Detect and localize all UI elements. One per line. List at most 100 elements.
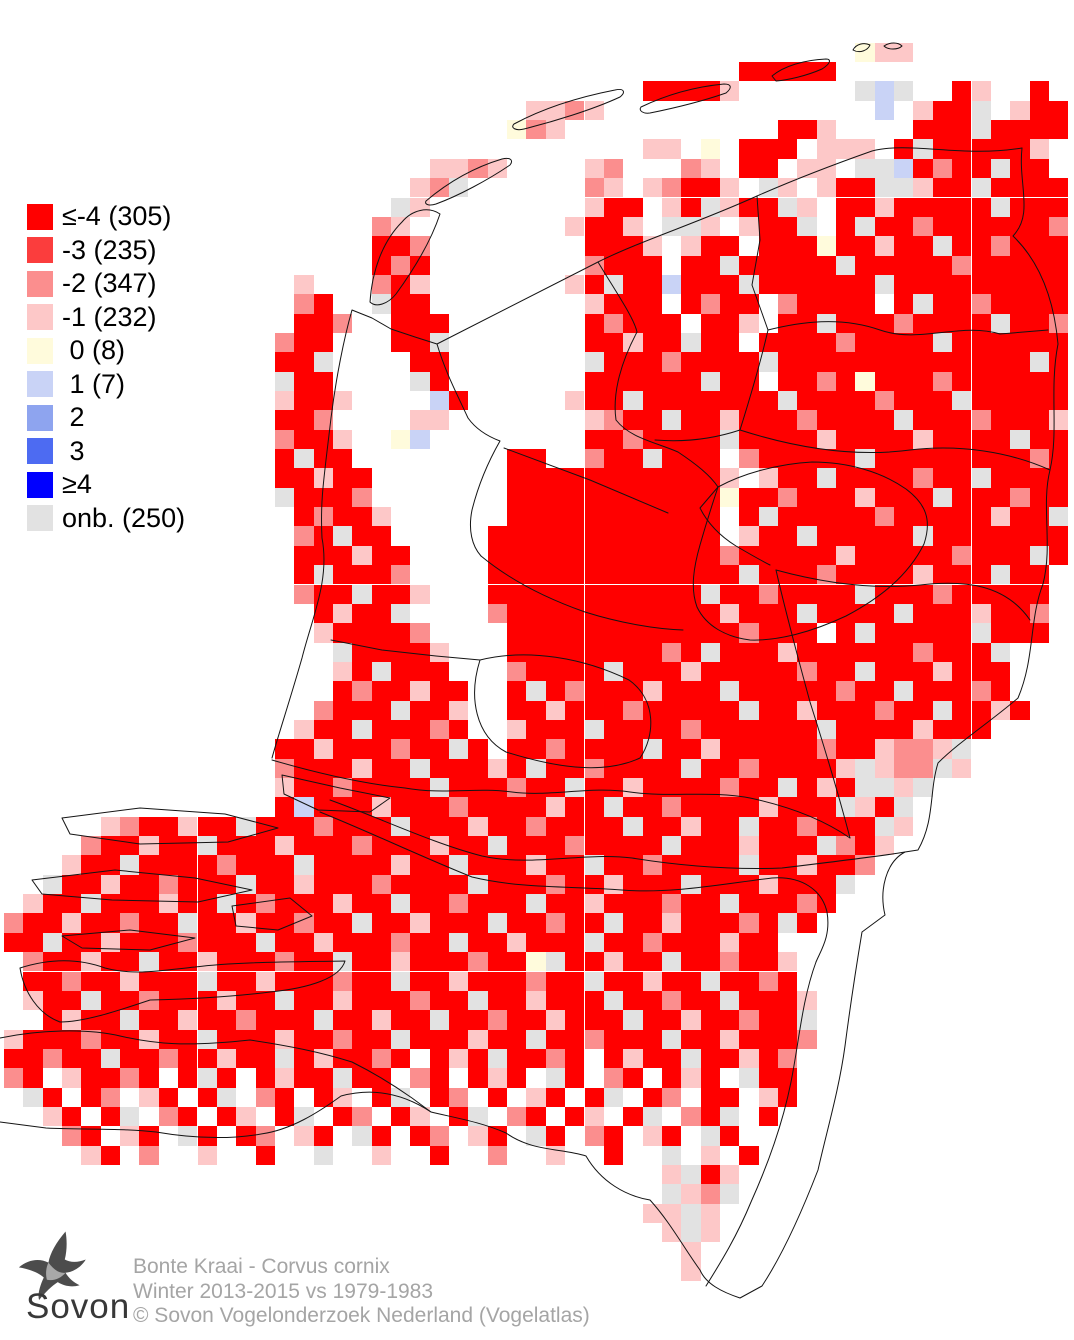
- grid-cell: [507, 545, 527, 566]
- grid-cell: [642, 1203, 662, 1224]
- grid-cell: [1029, 255, 1049, 275]
- grid-cell: [642, 1048, 662, 1069]
- grid-cell: [642, 274, 662, 295]
- grid-cell: [739, 874, 759, 895]
- grid-cell: [778, 758, 798, 778]
- grid-cell: [274, 932, 295, 953]
- grid-cell: [661, 429, 682, 450]
- grid-cell: [797, 584, 817, 604]
- grid-cell: [410, 913, 430, 933]
- grid-cell: [526, 1126, 546, 1146]
- grid-cell: [661, 410, 682, 430]
- grid-cell: [1029, 623, 1049, 643]
- grid-cell: [623, 700, 643, 720]
- grid-cell: [990, 294, 1011, 314]
- grid-cell: [836, 719, 856, 740]
- grid-cell: [1048, 197, 1069, 217]
- grid-cell: [332, 468, 353, 488]
- grid-cell: [507, 932, 527, 953]
- grid-cell: [778, 449, 798, 469]
- grid-cell: [526, 507, 546, 527]
- grid-cell: [797, 545, 817, 566]
- grid-cell: [700, 236, 720, 256]
- grid-cell: [584, 874, 604, 895]
- grid-cell: [1048, 352, 1069, 372]
- grid-cell: [584, 661, 604, 682]
- grid-cell: [894, 332, 914, 353]
- grid-cell: [565, 391, 585, 411]
- legend-label: -1 (232): [62, 301, 157, 332]
- grid-cell: [971, 120, 991, 140]
- grid-cell: [874, 391, 895, 411]
- legend-label: 0 (8): [62, 335, 126, 366]
- grid-cell: [507, 623, 527, 643]
- grid-cell: [661, 739, 682, 759]
- grid-cell: [487, 545, 508, 566]
- grid-cell: [700, 487, 720, 508]
- grid-cell: [700, 197, 720, 217]
- grid-cell: [603, 255, 624, 275]
- grid-cell: [487, 584, 508, 604]
- grid-cell: [449, 836, 469, 856]
- grid-cell: [603, 1029, 624, 1049]
- grid-cell: [816, 816, 837, 837]
- grid-cell: [332, 1106, 353, 1127]
- grid-cell: [971, 352, 991, 372]
- grid-cell: [739, 62, 759, 82]
- grid-cell: [391, 797, 411, 817]
- grid-cell: [178, 816, 198, 837]
- grid-cell: [661, 913, 682, 933]
- grid-cell: [584, 158, 604, 179]
- grid-cell: [797, 990, 817, 1011]
- grid-cell: [952, 158, 972, 179]
- grid-cell: [391, 894, 411, 914]
- grid-cell: [294, 526, 314, 546]
- grid-cell: [62, 1048, 82, 1069]
- grid-cell: [391, 932, 411, 953]
- grid-cell: [971, 661, 991, 682]
- grid-cell: [603, 816, 624, 837]
- grid-cell: [4, 1068, 24, 1088]
- grid-cell: [681, 739, 701, 759]
- grid-cell: [739, 1145, 759, 1165]
- grid-cell: [681, 1106, 701, 1127]
- grid-cell: [584, 391, 604, 411]
- grid-cell: [545, 719, 566, 740]
- grid-cell: [294, 1106, 314, 1127]
- grid-cell: [449, 758, 469, 778]
- grid-cell: [1010, 391, 1030, 411]
- grid-cell: [1029, 100, 1049, 121]
- grid-cell: [971, 681, 991, 701]
- grid-cell: [971, 429, 991, 450]
- grid-cell: [391, 1048, 411, 1069]
- grid-cell: [778, 661, 798, 682]
- grid-cell: [778, 1068, 798, 1088]
- grid-cell: [507, 758, 527, 778]
- grid-cell: [913, 158, 933, 179]
- grid-cell: [139, 874, 159, 895]
- grid-cell: [758, 139, 778, 159]
- grid-cell: [797, 274, 817, 295]
- grid-cell: [584, 1106, 604, 1127]
- grid-cell: [797, 894, 817, 914]
- grid-cell: [565, 468, 585, 488]
- grid-cell: [797, 507, 817, 527]
- grid-cell: [700, 816, 720, 837]
- grid-cell: [371, 836, 391, 856]
- grid-cell: [778, 778, 798, 798]
- grid-cell: [990, 178, 1011, 198]
- grid-cell: [313, 410, 333, 430]
- grid-cell: [1048, 526, 1069, 546]
- grid-cell: [971, 294, 991, 314]
- grid-cell: [739, 274, 759, 295]
- grid-cell: [739, 1029, 759, 1049]
- grid-cell: [255, 952, 275, 972]
- grid-cell: [623, 1068, 643, 1088]
- grid-cell: [778, 313, 798, 333]
- grid-cell: [719, 255, 740, 275]
- grid-cell: [719, 1048, 740, 1069]
- grid-cell: [681, 894, 701, 914]
- grid-cell: [661, 894, 682, 914]
- grid-cell: [681, 294, 701, 314]
